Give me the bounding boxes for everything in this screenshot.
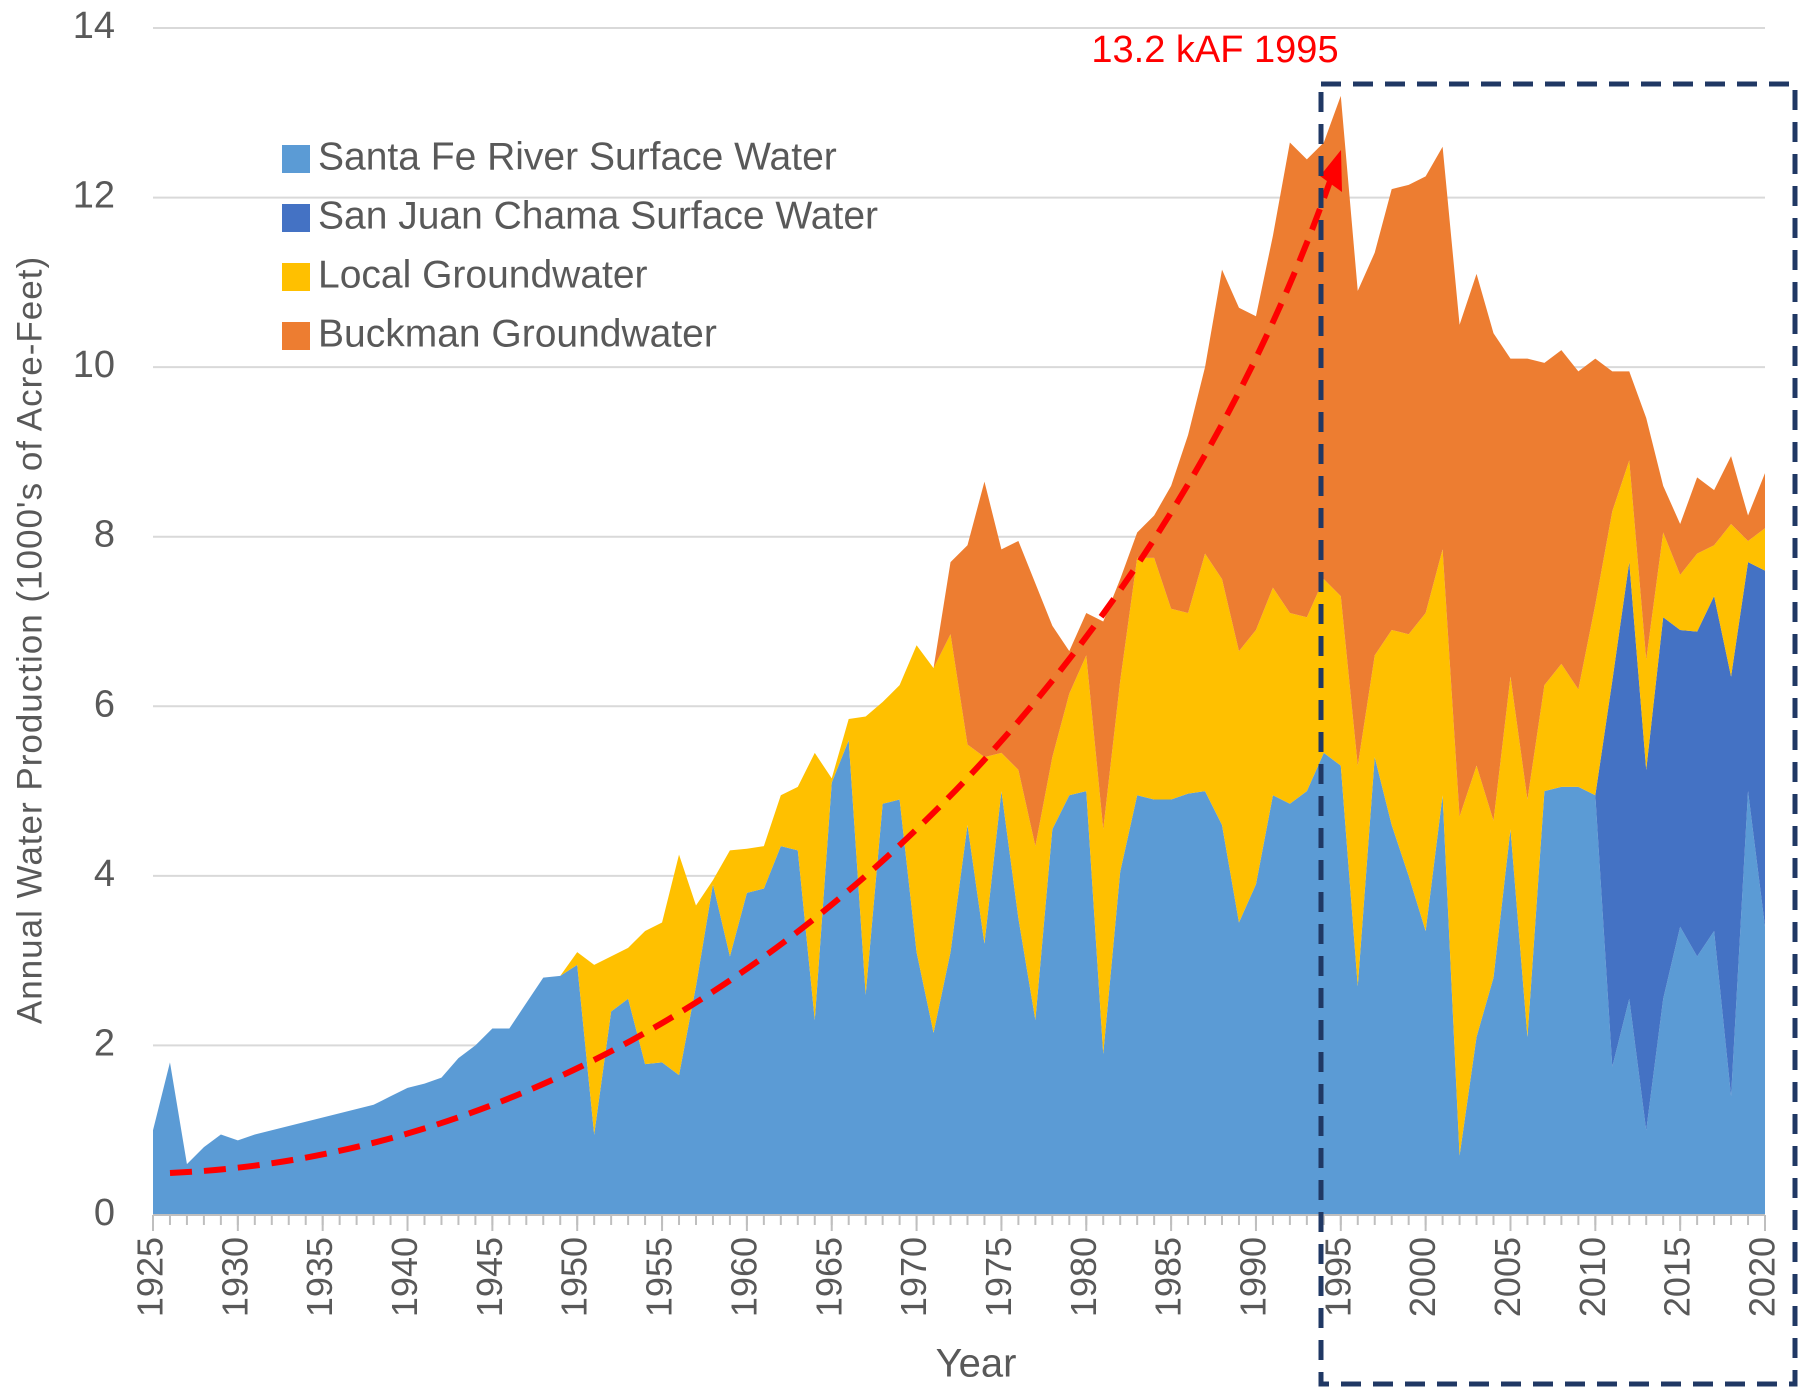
x-tick-label: 2010 (1572, 1237, 1613, 1317)
area (153, 740, 1765, 1215)
legend-label: Buckman Groundwater (318, 312, 717, 355)
grid (152, 1214, 1766, 1231)
y-axis-label: Annual Water Production (1000's of Acre-… (10, 256, 49, 1024)
y-tick-label: 8 (94, 514, 115, 556)
area (153, 460, 1765, 1165)
x-tick-label: 1990 (1232, 1237, 1273, 1317)
x-tick-label: 1965 (808, 1237, 849, 1317)
y-tick-label: 2 (94, 1022, 115, 1064)
legend-swatch (282, 263, 310, 291)
x-tick-label: 1970 (893, 1237, 934, 1317)
x-tick-label: 1950 (554, 1237, 595, 1317)
x-tick-label: 1980 (1063, 1237, 1104, 1317)
y-tick-label: 10 (73, 344, 115, 386)
x-tick-label: 1985 (1148, 1237, 1189, 1317)
y-tick-label: 0 (94, 1192, 115, 1234)
x-tick-label: 2020 (1742, 1237, 1783, 1317)
areas (153, 27, 1765, 1216)
x-tick-label: 2015 (1657, 1237, 1698, 1317)
area (153, 95, 1765, 1165)
x-tick-label: 1960 (723, 1237, 764, 1317)
x-tick-label: 1940 (384, 1237, 425, 1317)
trend-arrow (169, 169, 1337, 1176)
annotation: 13.2 kAF 1995 (1091, 29, 1338, 71)
y-tick-label: 12 (73, 175, 115, 217)
x-tick-label: 1925 (130, 1237, 171, 1317)
legend-swatch (282, 145, 310, 173)
x-tick-label: 1955 (639, 1237, 680, 1317)
legend-label: Local Groundwater (318, 253, 648, 296)
x-tick-label: 1995 (1317, 1237, 1358, 1317)
x-tick-label: 1935 (299, 1237, 340, 1317)
y-tick-label: 4 (94, 853, 115, 895)
x-axis-label: Year (936, 1342, 1017, 1386)
arrow-head (1320, 150, 1342, 192)
x-tick-label: 1975 (978, 1237, 1019, 1317)
x-tick-label: 2000 (1402, 1237, 1443, 1317)
x-tick-label: 2005 (1487, 1237, 1528, 1317)
legend-swatch (282, 322, 310, 350)
legend-label: San Juan Chama Surface Water (318, 194, 878, 237)
legend-swatch (282, 204, 310, 232)
y-tick-label: 14 (73, 5, 115, 47)
legend-label: Santa Fe River Surface Water (318, 135, 837, 178)
x-tick-label: 1945 (469, 1237, 510, 1317)
highlight-box (1318, 81, 1798, 1387)
y-tick-label: 6 (94, 683, 115, 725)
x-tick-label: 1930 (214, 1237, 255, 1317)
